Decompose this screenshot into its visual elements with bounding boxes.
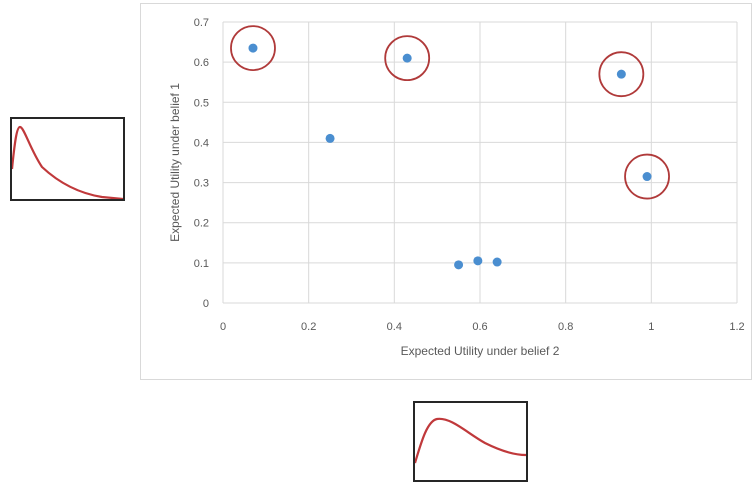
y-tick-label: 0.6 <box>194 57 209 69</box>
y-tick-label: 0.4 <box>194 137 209 149</box>
x-tick-label: 0.2 <box>301 321 316 333</box>
data-point <box>473 256 483 266</box>
data-point <box>402 53 412 63</box>
y-tick-label: 0.1 <box>194 258 209 270</box>
y-tick-label: 0.5 <box>194 97 209 109</box>
data-point <box>492 257 502 267</box>
x-tick-label: 0 <box>220 321 226 333</box>
data-point <box>454 260 464 270</box>
chart-container: 0 0.1 0.2 0.3 0.4 0.5 0.6 0.7 0 0.2 0.4 0.6 0.8 1 1.2 E… <box>140 3 752 380</box>
belief-1-distribution-curve <box>10 125 124 201</box>
y-axis-title: Expected Utility under belief 1 <box>168 83 182 242</box>
data-point <box>616 69 626 79</box>
x-tick-label: 0.6 <box>472 321 487 333</box>
data-point <box>248 43 258 53</box>
belief-1-distribution-inset <box>10 117 125 201</box>
density-curve <box>10 125 124 201</box>
x-tick-label: 0.8 <box>558 321 573 333</box>
x-tick-label: 0.4 <box>387 321 402 333</box>
highlight-circle <box>384 35 431 82</box>
highlight-circle <box>624 153 670 200</box>
belief-2-distribution-inset <box>413 401 528 482</box>
belief-2-distribution-curve <box>413 417 527 464</box>
highlight-circle <box>598 51 645 98</box>
highlight-circle <box>230 25 276 71</box>
density-curve <box>413 417 527 464</box>
y-tick-label: 0.3 <box>194 178 209 190</box>
x-axis-title: Expected Utility under belief 2 <box>401 344 560 358</box>
scatter-chart: 0 0.1 0.2 0.3 0.4 0.5 0.6 0.7 0 0.2 0.4 0.6 0.8 1 1.2 E… <box>168 17 745 358</box>
data-point <box>642 172 652 182</box>
y-tick-label: 0 <box>203 298 209 310</box>
y-tick-label: 0.2 <box>194 218 209 230</box>
x-tick-label: 1.2 <box>729 321 744 333</box>
data-point <box>325 133 335 143</box>
x-tick-label: 1 <box>648 321 654 333</box>
y-tick-label: 0.7 <box>194 17 209 29</box>
